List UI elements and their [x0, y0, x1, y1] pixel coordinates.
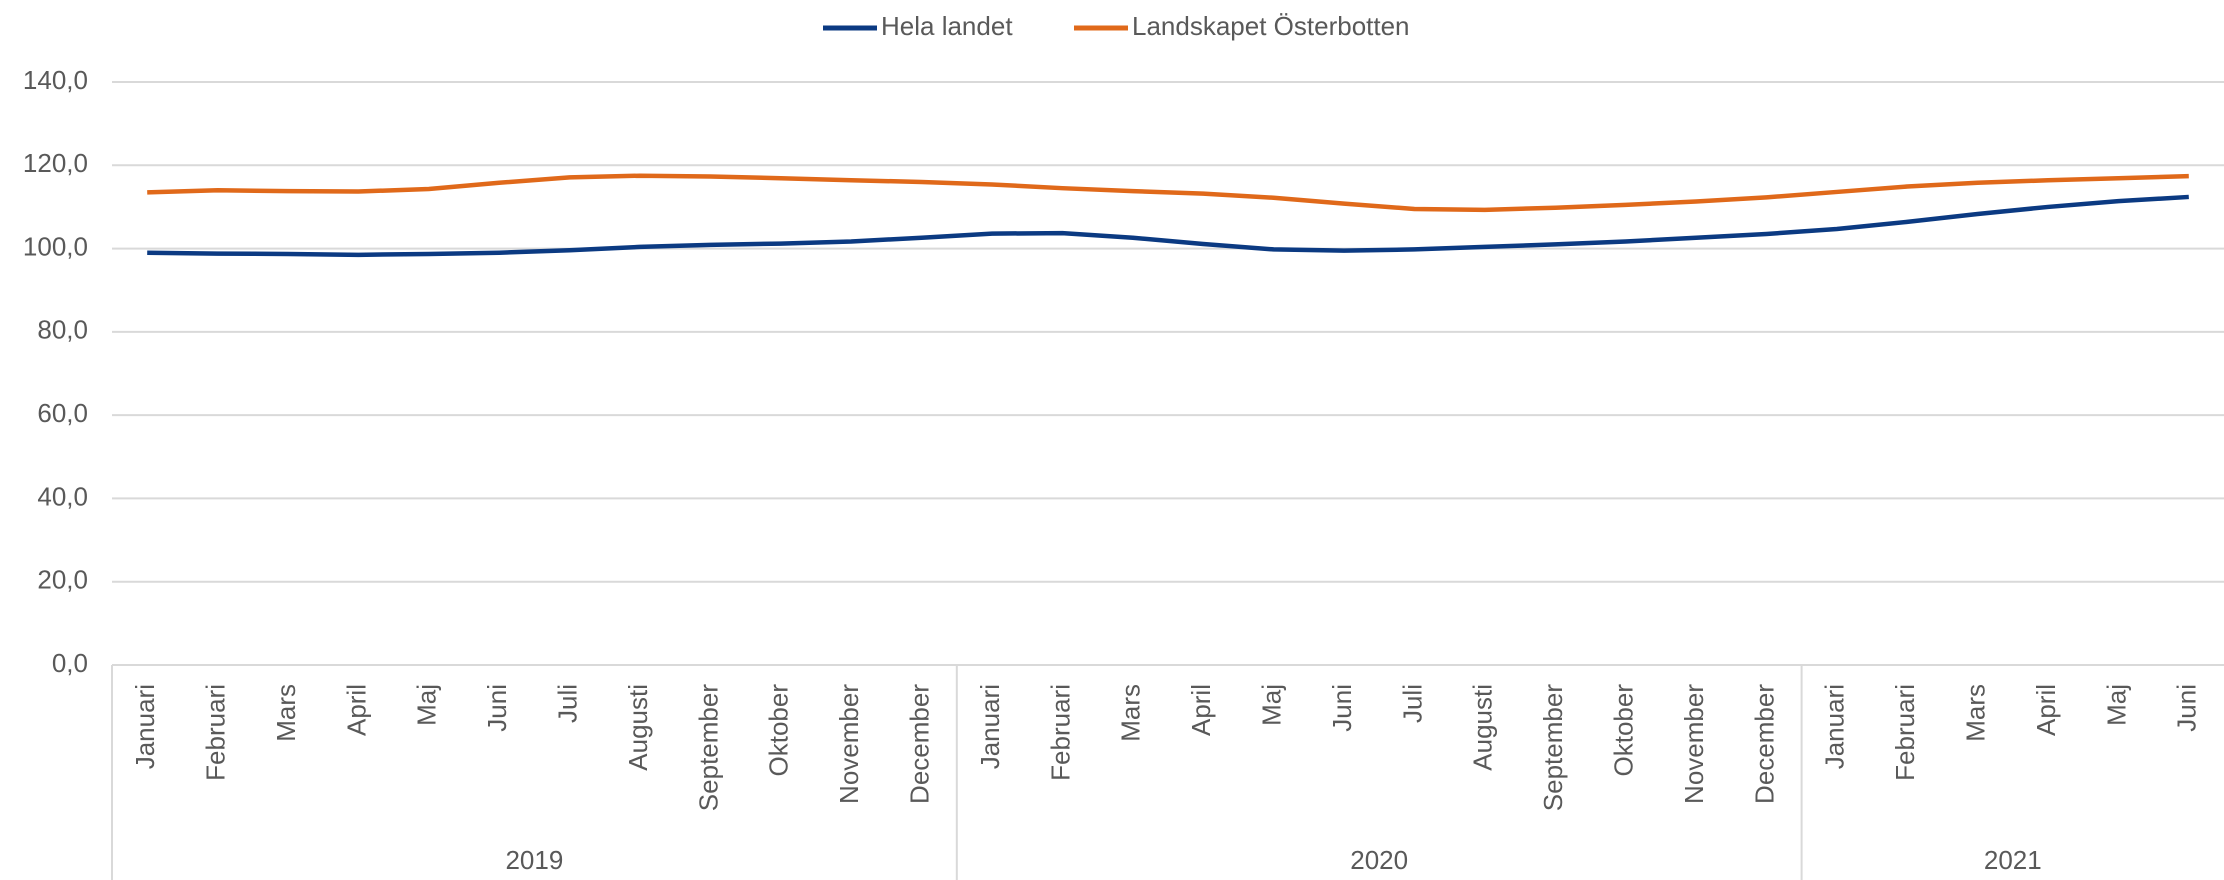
line-series [147, 173, 2189, 213]
x-tick-label: Mars [1960, 684, 1990, 742]
x-tick-label: Mars [271, 684, 301, 742]
line-series [147, 194, 2189, 258]
x-tick-label: Oktober [764, 684, 794, 777]
x-tick-label: Mars [1116, 684, 1146, 742]
x-tick-label: Juni [1327, 684, 1357, 732]
y-tick-label: 20,0 [37, 565, 88, 595]
x-tick-label: Maj [2101, 684, 2131, 726]
group-label: 2021 [1984, 845, 2042, 875]
y-tick-label: 80,0 [37, 315, 88, 345]
group-label: 2020 [1350, 845, 1408, 875]
x-tick-label: December [904, 684, 934, 804]
x-tick-label: Oktober [1608, 684, 1638, 777]
y-tick-label: 140,0 [23, 65, 88, 95]
x-tick-label: Augusti [1468, 684, 1498, 771]
x-tick-label: April [2031, 684, 2061, 736]
x-tick-label: November [834, 684, 864, 804]
group-label: 2019 [505, 845, 563, 875]
x-tick-label: Februari [1890, 684, 1920, 781]
x-tick-label: Januari [130, 684, 160, 769]
x-tick-label: Juli [552, 684, 582, 723]
legend-label: Hela landet [881, 11, 1013, 41]
x-tick-label: December [1749, 684, 1779, 804]
x-tick-label: April [1186, 684, 1216, 736]
x-tick-label: Januari [975, 684, 1005, 769]
x-tick-label: Juli [1397, 684, 1427, 723]
x-tick-label: April [341, 684, 371, 736]
x-tick-label: Maj [1256, 684, 1286, 726]
x-tick-label: Juni [482, 684, 512, 732]
x-tick-label: Februari [1045, 684, 1075, 781]
x-tick-label: Maj [412, 684, 442, 726]
y-tick-label: 0,0 [52, 648, 88, 678]
x-tick-label: November [1679, 684, 1709, 804]
y-tick-label: 40,0 [37, 481, 88, 511]
y-tick-label: 60,0 [37, 398, 88, 428]
y-tick-label: 120,0 [23, 148, 88, 178]
x-tick-label: September [693, 684, 723, 812]
x-tick-label: Juni [2172, 684, 2202, 732]
y-tick-label: 100,0 [23, 231, 88, 261]
x-tick-label: Februari [200, 684, 230, 781]
x-tick-label: September [1538, 684, 1568, 812]
x-tick-label: Augusti [623, 684, 653, 771]
x-tick-label: Januari [1820, 684, 1850, 769]
legend-label: Landskapet Österbotten [1132, 11, 1410, 41]
